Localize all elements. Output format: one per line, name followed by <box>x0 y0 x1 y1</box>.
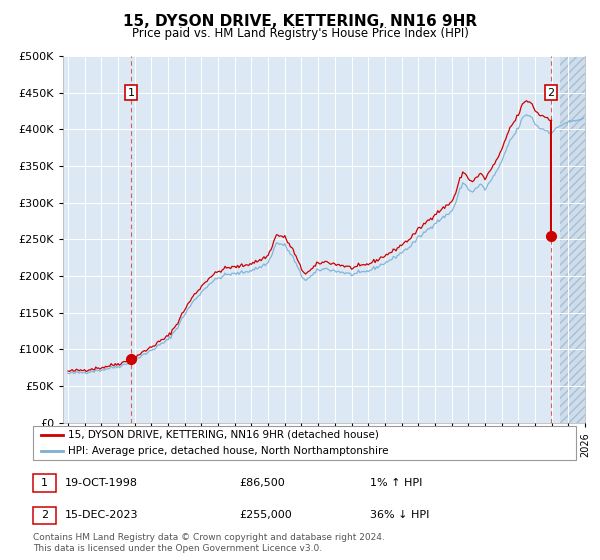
Text: 1: 1 <box>128 88 135 97</box>
Text: £86,500: £86,500 <box>239 478 285 488</box>
Text: 15-DEC-2023: 15-DEC-2023 <box>64 510 138 520</box>
Text: Price paid vs. HM Land Registry's House Price Index (HPI): Price paid vs. HM Land Registry's House … <box>131 27 469 40</box>
Bar <box>560 56 593 423</box>
Text: £255,000: £255,000 <box>239 510 292 520</box>
Text: 2: 2 <box>41 510 48 520</box>
Text: 15, DYSON DRIVE, KETTERING, NN16 9HR: 15, DYSON DRIVE, KETTERING, NN16 9HR <box>123 14 477 29</box>
FancyBboxPatch shape <box>33 426 576 460</box>
Text: 1: 1 <box>41 478 48 488</box>
Text: 15, DYSON DRIVE, KETTERING, NN16 9HR (detached house): 15, DYSON DRIVE, KETTERING, NN16 9HR (de… <box>68 430 379 440</box>
Text: 36% ↓ HPI: 36% ↓ HPI <box>370 510 429 520</box>
Text: Contains HM Land Registry data © Crown copyright and database right 2024.
This d: Contains HM Land Registry data © Crown c… <box>33 533 385 553</box>
Text: HPI: Average price, detached house, North Northamptonshire: HPI: Average price, detached house, Nort… <box>68 446 389 456</box>
Text: 19-OCT-1998: 19-OCT-1998 <box>64 478 137 488</box>
Text: 1% ↑ HPI: 1% ↑ HPI <box>370 478 422 488</box>
FancyBboxPatch shape <box>33 474 56 492</box>
Text: 2: 2 <box>547 88 554 97</box>
FancyBboxPatch shape <box>33 507 56 524</box>
